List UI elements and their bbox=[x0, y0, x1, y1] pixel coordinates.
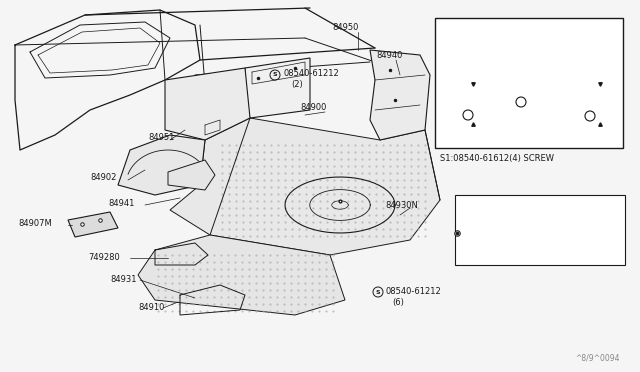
Text: ^8/9^0094: ^8/9^0094 bbox=[575, 353, 620, 362]
Bar bbox=[435, 18, 623, 148]
Text: 84998M: 84998M bbox=[500, 125, 534, 135]
Circle shape bbox=[516, 97, 526, 107]
Polygon shape bbox=[448, 108, 468, 122]
Polygon shape bbox=[245, 58, 310, 118]
Polygon shape bbox=[168, 160, 215, 190]
Text: 84940: 84940 bbox=[376, 51, 403, 61]
Polygon shape bbox=[68, 212, 118, 237]
Text: 84950: 84950 bbox=[332, 23, 358, 32]
Text: (2): (2) bbox=[291, 80, 303, 89]
Text: 84941: 84941 bbox=[108, 199, 134, 208]
Text: 84907M: 84907M bbox=[18, 218, 52, 228]
Text: S: S bbox=[534, 28, 538, 32]
Text: S1:08540-61612(4) SCREW: S1:08540-61612(4) SCREW bbox=[440, 154, 554, 163]
Text: 84953: 84953 bbox=[530, 108, 557, 116]
Text: S: S bbox=[273, 73, 277, 77]
Text: 84910: 84910 bbox=[138, 304, 164, 312]
Text: 84960: 84960 bbox=[580, 215, 607, 224]
Text: (6): (6) bbox=[392, 298, 404, 307]
Text: S1: S1 bbox=[440, 76, 451, 84]
Bar bbox=[455, 195, 625, 265]
Text: 84902: 84902 bbox=[90, 173, 116, 183]
Text: S1: S1 bbox=[555, 58, 566, 67]
Text: 84900B: 84900B bbox=[455, 58, 487, 67]
Text: 84900: 84900 bbox=[300, 103, 326, 112]
Text: S: S bbox=[376, 289, 380, 295]
Circle shape bbox=[585, 111, 595, 121]
Text: 84930N: 84930N bbox=[385, 201, 418, 209]
Polygon shape bbox=[520, 93, 548, 110]
Polygon shape bbox=[170, 118, 440, 255]
Text: 08540-61212: 08540-61212 bbox=[283, 70, 339, 78]
Polygon shape bbox=[370, 50, 430, 140]
Polygon shape bbox=[590, 108, 610, 122]
Text: 08540-61212: 08540-61212 bbox=[385, 288, 441, 296]
Polygon shape bbox=[165, 68, 250, 140]
Text: 84990E: 84990E bbox=[572, 248, 604, 257]
Polygon shape bbox=[118, 135, 205, 195]
Text: 84951: 84951 bbox=[148, 134, 174, 142]
Polygon shape bbox=[462, 210, 610, 255]
Text: (2): (2) bbox=[548, 35, 560, 45]
Text: 84900B: 84900B bbox=[453, 121, 485, 129]
Polygon shape bbox=[138, 235, 345, 315]
Text: 84955: 84955 bbox=[565, 235, 591, 244]
Text: 84931: 84931 bbox=[110, 276, 136, 285]
Text: 08360-61623: 08360-61623 bbox=[543, 26, 599, 35]
Text: 749280: 749280 bbox=[88, 253, 120, 262]
Circle shape bbox=[463, 110, 473, 120]
